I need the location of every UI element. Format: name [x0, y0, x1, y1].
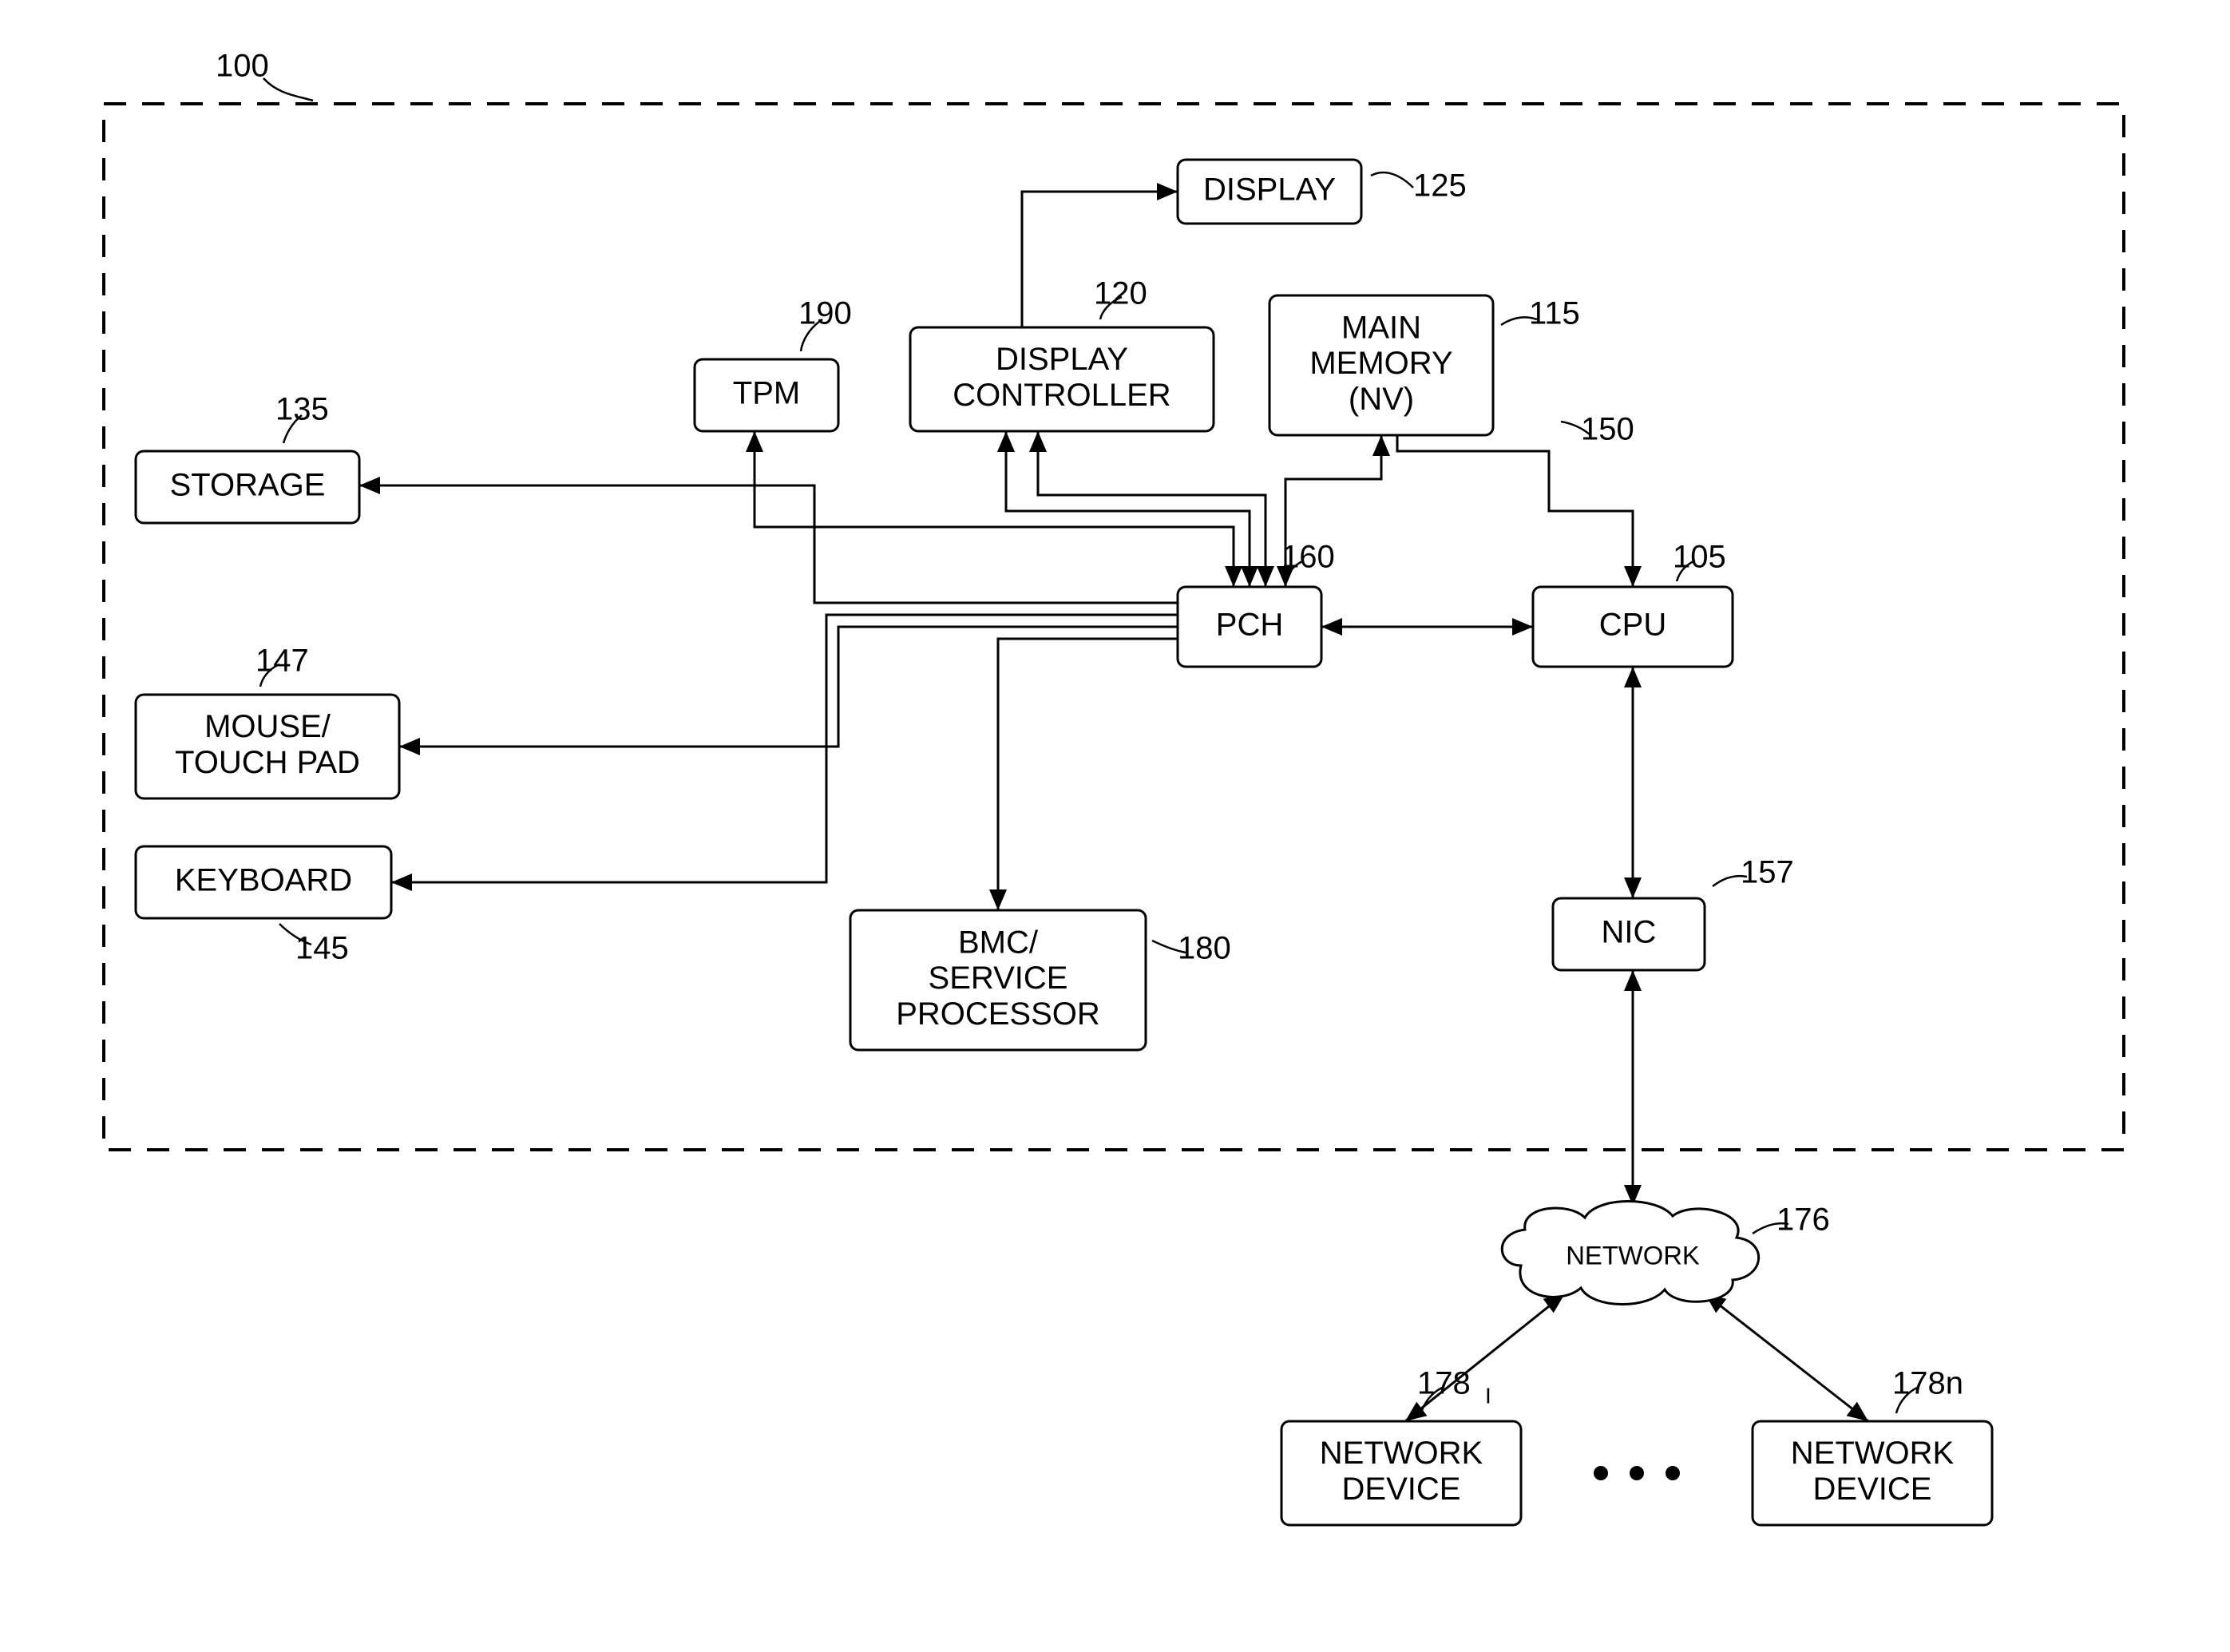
node-label: KEYBOARD	[175, 863, 352, 898]
node-mainmem: MAINMEMORY(NV)	[1269, 295, 1493, 435]
node-label: MEMORY	[1309, 346, 1452, 381]
ref-120: 120	[1094, 276, 1147, 311]
ref-176: 176	[1776, 1202, 1830, 1238]
node-storage: STORAGE	[136, 451, 359, 523]
node-netdev1: NETWORKDEVICE	[1281, 1421, 1521, 1525]
ref-178: 178	[1417, 1366, 1471, 1401]
node-label: DEVICE	[1813, 1472, 1932, 1507]
node-label: MOUSE/	[204, 709, 331, 744]
cloud-label: NETWORK	[1566, 1241, 1700, 1270]
ref-135: 135	[275, 392, 329, 427]
node-label: NETWORK	[1320, 1436, 1483, 1471]
ref-160: 160	[1281, 540, 1335, 575]
node-display: DISPLAY	[1178, 160, 1361, 224]
node-nic: NIC	[1553, 898, 1705, 970]
node-cpu: CPU	[1533, 587, 1733, 667]
node-mouse: MOUSE/TOUCH PAD	[136, 695, 399, 798]
ref-125: 125	[1413, 168, 1467, 204]
ref-145: 145	[295, 931, 349, 966]
node-label: CONTROLLER	[953, 378, 1170, 413]
node-label: DISPLAY	[1203, 172, 1336, 208]
node-label: BMC/	[958, 925, 1039, 960]
ref-178n: 178n	[1892, 1366, 1963, 1401]
node-label: PCH	[1216, 608, 1283, 643]
node-label: DISPLAY	[996, 342, 1128, 377]
ref-100: 100	[216, 49, 269, 84]
ref-147: 147	[255, 644, 309, 679]
node-pch: PCH	[1178, 587, 1321, 667]
ellipsis-dot	[1666, 1466, 1680, 1480]
ref-150: 150	[1581, 412, 1634, 447]
node-dispctrl: DISPLAYCONTROLLER	[910, 327, 1214, 431]
node-tpm: TPM	[695, 359, 838, 431]
ellipsis-dot	[1630, 1466, 1644, 1480]
node-label: NETWORK	[1791, 1436, 1955, 1471]
node-label: NIC	[1602, 915, 1657, 950]
node-label: STORAGE	[170, 468, 326, 503]
ref-180: 180	[1178, 931, 1231, 966]
node-label: (NV)	[1349, 382, 1414, 417]
diagram-root: 100DISPLAY125TPM190DISPLAYCONTROLLER120M…	[0, 0, 2230, 1652]
node-label: TPM	[733, 376, 800, 411]
ellipsis-dot	[1594, 1466, 1608, 1480]
node-bmc: BMC/SERVICEPROCESSOR	[850, 910, 1146, 1050]
ref-190: 190	[798, 296, 852, 331]
node-label: DEVICE	[1342, 1472, 1461, 1507]
svg-text:I: I	[1485, 1383, 1491, 1408]
node-label: CPU	[1599, 608, 1666, 643]
node-label: PROCESSOR	[896, 996, 1100, 1032]
node-keyboard: KEYBOARD	[136, 846, 391, 918]
ref-105: 105	[1673, 540, 1726, 575]
node-label: SERVICE	[929, 961, 1068, 996]
ref-115: 115	[1529, 296, 1580, 331]
node-label: TOUCH PAD	[175, 745, 360, 780]
ref-157: 157	[1741, 855, 1794, 890]
node-label: MAIN	[1341, 310, 1421, 345]
node-netdev2: NETWORKDEVICE	[1753, 1421, 1992, 1525]
